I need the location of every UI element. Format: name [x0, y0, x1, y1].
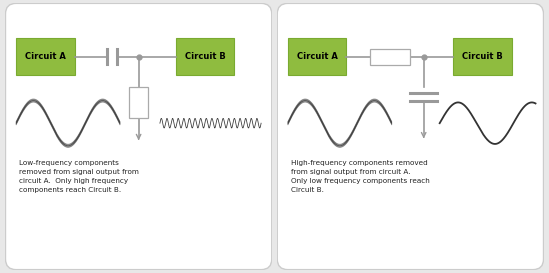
- Text: Circuit B: Circuit B: [185, 52, 226, 61]
- FancyBboxPatch shape: [453, 38, 512, 75]
- Text: Circuit A: Circuit A: [25, 52, 66, 61]
- Text: High-frequency components removed
from signal output from circuit A.
Only low fr: High-frequency components removed from s…: [290, 161, 429, 193]
- FancyBboxPatch shape: [176, 38, 234, 75]
- FancyBboxPatch shape: [288, 38, 346, 75]
- FancyBboxPatch shape: [16, 38, 75, 75]
- FancyBboxPatch shape: [371, 49, 410, 65]
- FancyBboxPatch shape: [277, 3, 544, 270]
- FancyBboxPatch shape: [5, 3, 272, 270]
- Text: Circuit B: Circuit B: [462, 52, 503, 61]
- FancyBboxPatch shape: [130, 87, 148, 118]
- Text: Circuit A: Circuit A: [297, 52, 338, 61]
- Text: Low-frequency components
removed from signal output from
circuit A.  Only high f: Low-frequency components removed from si…: [19, 161, 139, 193]
